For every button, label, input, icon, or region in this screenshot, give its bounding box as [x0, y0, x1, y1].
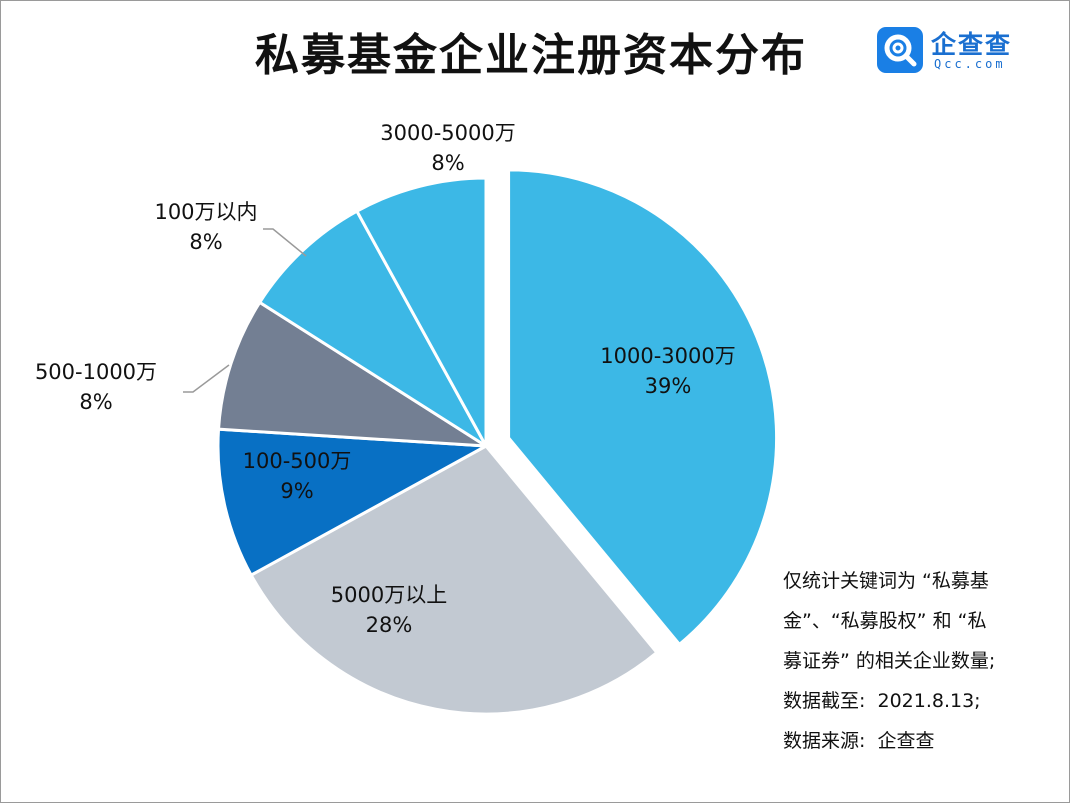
slice-category-label: 100-500万 — [243, 449, 352, 473]
slice-percent-label: 8% — [189, 230, 222, 254]
chart-footnote: 仅统计关键词为 “私募基 金”、“私募股权” 和 “私 募证券” 的相关企业数量… — [783, 561, 1043, 761]
qcc-magnifier-icon — [877, 27, 923, 73]
note-line: 数据来源: 企查查 — [783, 730, 935, 752]
pie-slice — [216, 427, 492, 578]
logo-name: 企查查 — [931, 30, 1013, 59]
slice-category-label: 3000-5000万 — [380, 121, 515, 145]
logo-domain: Qcc.com — [934, 57, 1006, 71]
slice-category-label: 1000-3000万 — [600, 344, 735, 368]
chart-title: 私募基金企业注册资本分布 — [255, 30, 807, 81]
pie-slices — [216, 168, 779, 716]
note-line: 金”、“私募股权” 和 “私 — [783, 610, 987, 632]
slice-percent-label: 39% — [645, 374, 692, 398]
pie-slice — [354, 176, 488, 447]
label-leader-line — [263, 228, 307, 257]
slice-percent-label: 8% — [431, 151, 464, 175]
note-line: 数据截至: 2021.8.13; — [783, 690, 981, 712]
note-line: 募证券” 的相关企业数量; — [783, 650, 996, 672]
slice-percent-label: 9% — [280, 479, 313, 503]
pie-slice — [507, 168, 779, 647]
pie-slice — [249, 444, 659, 716]
slice-category-label: 5000万以上 — [331, 583, 447, 607]
note-line: 仅统计关键词为 “私募基 — [783, 570, 989, 592]
label-leader-line — [183, 364, 230, 393]
slice-percent-label: 8% — [79, 390, 112, 414]
slice-category-label: 500-1000万 — [35, 360, 157, 384]
pie-slice — [216, 300, 487, 448]
slice-category-label: 100万以内 — [154, 200, 257, 224]
qcc-logo: 企查查 Qcc.com — [877, 27, 1027, 75]
pie-slice — [257, 209, 488, 448]
slice-percent-label: 28% — [366, 613, 413, 637]
